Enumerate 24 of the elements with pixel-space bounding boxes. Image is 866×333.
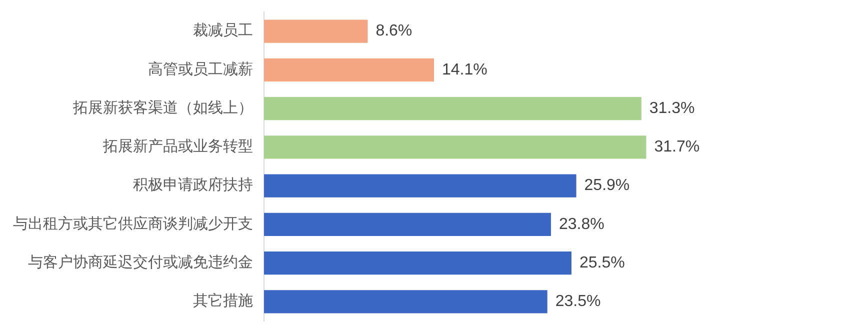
bar <box>264 212 551 236</box>
data-label: 31.3% <box>649 100 695 117</box>
y-tick-label: 其它措施 <box>193 292 253 310</box>
y-tick-label: 与出租方或其它供应商谈判减少开支 <box>13 214 253 232</box>
y-tick-label: 拓展新获客渠道（如线上） <box>72 98 253 116</box>
y-tick-label: 与客户协商延迟交付或减免违约金 <box>28 252 253 271</box>
bar <box>264 20 368 43</box>
data-label: 31.7% <box>654 138 700 156</box>
bar <box>264 96 642 120</box>
bar <box>264 58 434 82</box>
bar <box>264 290 548 314</box>
data-label: 8.6% <box>376 22 412 40</box>
y-tick-label: 高管或员工减薪 <box>148 60 253 78</box>
bar <box>264 251 572 275</box>
data-label: 25.9% <box>584 177 630 194</box>
bar <box>264 136 646 159</box>
data-label: 25.5% <box>579 254 625 272</box>
data-label: 23.8% <box>558 216 604 233</box>
y-tick-label: 裁减员工 <box>193 21 253 40</box>
data-label: 23.5% <box>555 293 601 310</box>
data-label: 14.1% <box>442 61 488 78</box>
y-tick-label: 拓展新产品或业务转型 <box>102 137 253 156</box>
y-tick-label: 积极申请政府扶持 <box>133 176 253 194</box>
bar <box>264 174 576 198</box>
